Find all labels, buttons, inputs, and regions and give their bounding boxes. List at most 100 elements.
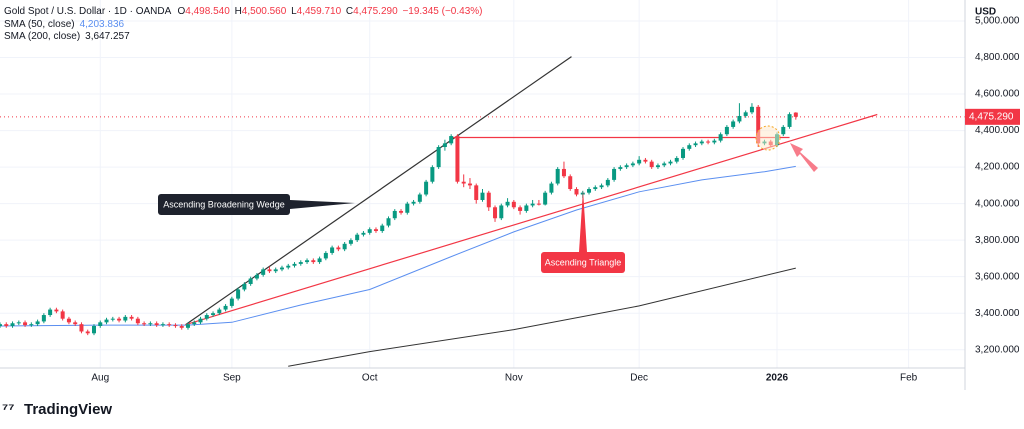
candle-body bbox=[524, 205, 529, 211]
candle-body bbox=[223, 305, 228, 310]
candle-body bbox=[73, 322, 78, 325]
candle-body bbox=[543, 192, 548, 205]
highlight-circle bbox=[755, 125, 781, 151]
indicator-value: 3,647.257 bbox=[85, 31, 130, 42]
candle-body bbox=[668, 161, 673, 164]
candle-body bbox=[731, 121, 736, 127]
candle-body bbox=[392, 210, 397, 219]
candle-body bbox=[599, 185, 604, 188]
candle-body bbox=[16, 322, 21, 324]
candle-body bbox=[267, 269, 272, 272]
currency: USD bbox=[975, 7, 996, 18]
candle-body bbox=[0, 324, 2, 326]
candle-body bbox=[793, 112, 798, 117]
candle-body bbox=[405, 203, 410, 213]
y-tick-label: 3,800.000 bbox=[975, 235, 1020, 246]
low: 4,459.710 bbox=[297, 6, 342, 17]
candle-body bbox=[474, 185, 479, 200]
candle-body bbox=[493, 207, 498, 219]
candle-body bbox=[4, 324, 9, 326]
candle-body bbox=[417, 194, 422, 202]
candle-body bbox=[154, 323, 159, 326]
candle-body bbox=[41, 315, 46, 322]
candle-body bbox=[66, 318, 71, 323]
x-tick-label: Dec bbox=[630, 373, 648, 384]
candle-body bbox=[411, 201, 416, 204]
change: −19.345 (−0.43%) bbox=[402, 6, 482, 17]
candle-body bbox=[311, 260, 316, 263]
annotation-box bbox=[158, 194, 290, 215]
candle-body bbox=[467, 183, 472, 186]
candle-body bbox=[712, 140, 717, 143]
candle-body bbox=[612, 168, 617, 180]
candle-body bbox=[561, 168, 566, 177]
candle-body bbox=[618, 167, 623, 169]
annotation-pointer bbox=[579, 190, 587, 252]
indicator-legend: SMA (50, close) 4,203.836 bbox=[4, 19, 125, 30]
annotation: Ascending Triangle bbox=[545, 257, 622, 267]
candle-body bbox=[480, 192, 485, 200]
candle-body bbox=[380, 225, 385, 232]
y-tick-label: 4,800.000 bbox=[975, 52, 1020, 63]
candle-body bbox=[430, 167, 435, 182]
brand: TradingView bbox=[24, 401, 112, 418]
candle-body bbox=[85, 331, 90, 334]
candle-body bbox=[48, 309, 53, 316]
candle-body bbox=[424, 181, 429, 195]
x-tick-label: Nov bbox=[505, 373, 523, 384]
candle-body bbox=[342, 243, 347, 250]
candle-body bbox=[511, 201, 516, 208]
logo: ⁷⁷ TradingView bbox=[2, 401, 112, 418]
candle-body bbox=[749, 106, 754, 113]
high: 4,500.560 bbox=[242, 6, 287, 17]
candle-body bbox=[185, 324, 190, 328]
candle-body bbox=[129, 316, 134, 319]
candle-body bbox=[273, 269, 278, 272]
logo-mark: ⁷⁷ bbox=[2, 401, 14, 418]
candle-body bbox=[674, 157, 679, 162]
candle-body bbox=[555, 168, 560, 184]
candle-body bbox=[355, 234, 360, 241]
indicator-value: 4,203.836 bbox=[80, 19, 125, 30]
candle-body bbox=[292, 263, 297, 266]
candle-body bbox=[549, 183, 554, 193]
close: 4,475.290 bbox=[353, 6, 398, 17]
candle-body bbox=[743, 112, 748, 116]
last-price-box bbox=[965, 108, 1020, 125]
indicator-name: SMA (50, close) bbox=[4, 19, 75, 30]
candle-body bbox=[298, 262, 303, 264]
plot-area bbox=[0, 56, 965, 367]
candle-body bbox=[330, 247, 335, 253]
candle-body bbox=[204, 315, 209, 319]
candle-body bbox=[687, 145, 692, 149]
open-label: O bbox=[178, 6, 186, 17]
candle-body bbox=[192, 322, 197, 325]
candle-body bbox=[336, 247, 341, 250]
candle-body bbox=[110, 318, 115, 320]
candle-body bbox=[286, 265, 291, 268]
y-tick-label: 4,000.000 bbox=[975, 198, 1020, 209]
indicator-name: SMA (200, close) bbox=[4, 31, 80, 42]
candle-body bbox=[242, 283, 247, 290]
candle-body bbox=[630, 163, 635, 166]
candle-body bbox=[436, 147, 441, 168]
candle-body bbox=[505, 201, 510, 206]
candle-body bbox=[518, 207, 523, 211]
candle-body bbox=[442, 143, 447, 148]
candle-body bbox=[756, 106, 761, 144]
x-tick-label: Feb bbox=[900, 373, 918, 384]
candle-body bbox=[198, 318, 203, 323]
candle-body bbox=[643, 159, 648, 162]
candle-body bbox=[593, 187, 598, 190]
candle-body bbox=[79, 324, 84, 332]
candle-body bbox=[54, 309, 59, 312]
low-label: L bbox=[291, 6, 297, 17]
candle-body bbox=[449, 136, 454, 144]
pointer-arrow bbox=[790, 143, 818, 172]
y-tick-label: 3,600.000 bbox=[975, 271, 1020, 282]
candle-body bbox=[781, 126, 786, 135]
candle-body bbox=[117, 318, 122, 321]
candle-body bbox=[486, 192, 491, 208]
candle-body bbox=[317, 258, 322, 263]
candle-body bbox=[568, 176, 573, 190]
